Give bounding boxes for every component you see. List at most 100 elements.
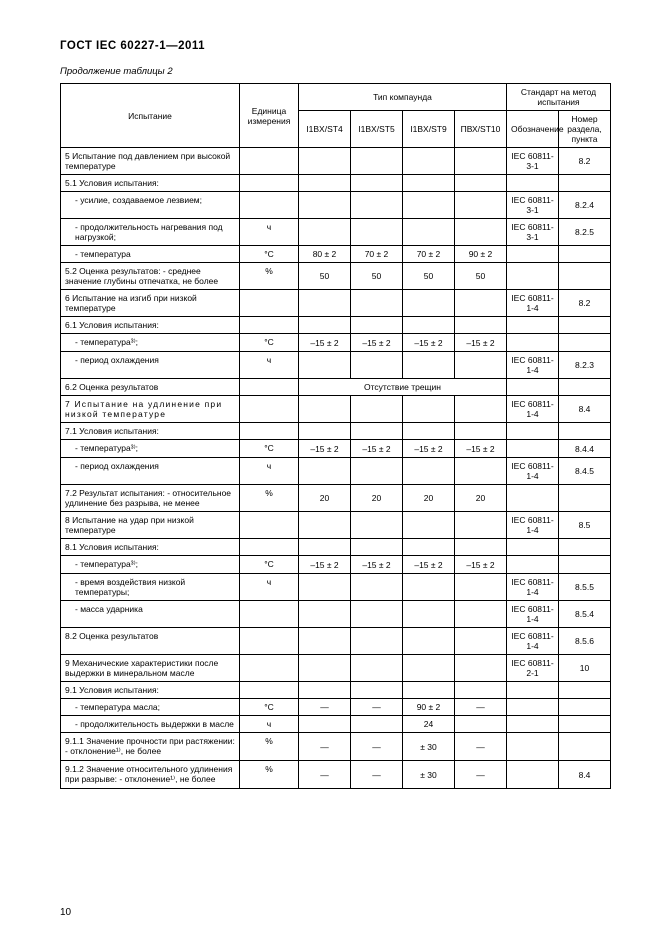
cell-test: - температура³⁾; bbox=[61, 334, 240, 352]
cell-clause: 8.4.5 bbox=[559, 458, 611, 485]
cell-value bbox=[455, 601, 507, 628]
cell-test: 6.2 Оценка результатов bbox=[61, 379, 240, 396]
cell-test: - температура bbox=[61, 246, 240, 263]
col-header-clause: Номер раздела, пункта bbox=[559, 111, 611, 148]
cell-test: 8 Испытание на удар при низкой температу… bbox=[61, 512, 240, 539]
document-title: ГОСТ IEC 60227-1—2011 bbox=[60, 40, 611, 52]
cell-value bbox=[299, 175, 351, 192]
cell-value bbox=[403, 192, 455, 219]
cell-clause bbox=[559, 716, 611, 733]
cell-value bbox=[351, 317, 403, 334]
cell-value bbox=[455, 574, 507, 601]
table-row: 7 Испытание на удлинение при низкой темп… bbox=[61, 396, 611, 423]
table-body: 5 Испытание под давлением при высокой те… bbox=[61, 148, 611, 789]
cell-test: - период охлаждения bbox=[61, 352, 240, 379]
cell-value bbox=[299, 148, 351, 175]
cell-standard bbox=[507, 761, 559, 789]
cell-value bbox=[351, 175, 403, 192]
cell-test: 7.2 Результат испытания: - относительное… bbox=[61, 485, 240, 512]
cell-value: — bbox=[351, 699, 403, 716]
cell-test: - масса ударника bbox=[61, 601, 240, 628]
cell-clause bbox=[559, 423, 611, 440]
cell-clause: 8.2 bbox=[559, 290, 611, 317]
cell-unit bbox=[240, 396, 299, 423]
cell-clause bbox=[559, 263, 611, 290]
cell-clause bbox=[559, 485, 611, 512]
cell-value: 20 bbox=[351, 485, 403, 512]
cell-value bbox=[403, 512, 455, 539]
cell-value bbox=[351, 192, 403, 219]
cell-value bbox=[455, 682, 507, 699]
cell-standard: IEC 60811-3-1 bbox=[507, 148, 559, 175]
cell-unit bbox=[240, 628, 299, 655]
cell-value bbox=[455, 512, 507, 539]
cell-value: — bbox=[455, 733, 507, 761]
table-row: - время воздействия низкой температуры;ч… bbox=[61, 574, 611, 601]
cell-unit: °С bbox=[240, 334, 299, 352]
cell-test: 7 Испытание на удлинение при низкой темп… bbox=[61, 396, 240, 423]
cell-standard: IEC 60811-2-1 bbox=[507, 655, 559, 682]
cell-value bbox=[351, 290, 403, 317]
cell-unit bbox=[240, 539, 299, 556]
cell-unit: % bbox=[240, 761, 299, 789]
cell-test: 8.2 Оценка результатов bbox=[61, 628, 240, 655]
cell-value: 90 ± 2 bbox=[403, 699, 455, 716]
table-row: - масса ударникаIEC 60811-1-48.5.4 bbox=[61, 601, 611, 628]
cell-unit: °С bbox=[240, 556, 299, 574]
cell-value bbox=[299, 716, 351, 733]
cell-value bbox=[455, 396, 507, 423]
cell-value bbox=[351, 219, 403, 246]
cell-standard bbox=[507, 263, 559, 290]
cell-standard bbox=[507, 539, 559, 556]
cell-test: - температура масла; bbox=[61, 699, 240, 716]
cell-unit: °С bbox=[240, 699, 299, 716]
cell-value bbox=[351, 396, 403, 423]
cell-value: –15 ± 2 bbox=[351, 556, 403, 574]
cell-value bbox=[403, 601, 455, 628]
cell-value: –15 ± 2 bbox=[403, 556, 455, 574]
table-row: 9.1.2 Значение относительного удлинения … bbox=[61, 761, 611, 789]
cell-value bbox=[299, 539, 351, 556]
cell-value bbox=[455, 148, 507, 175]
cell-test: 5.2 Оценка результатов: - среднее значен… bbox=[61, 263, 240, 290]
cell-test: 6 Испытание на изгиб при низкой температ… bbox=[61, 290, 240, 317]
cell-value bbox=[455, 539, 507, 556]
cell-value bbox=[455, 290, 507, 317]
col-header-unit: Единица измерения bbox=[240, 84, 299, 148]
cell-value bbox=[403, 574, 455, 601]
table-row: 9.1.1 Значение прочности при растяжении:… bbox=[61, 733, 611, 761]
cell-value bbox=[299, 423, 351, 440]
cell-test: - продолжительность нагревания под нагру… bbox=[61, 219, 240, 246]
cell-value bbox=[299, 352, 351, 379]
col-header-c3: I1BX/ST9 bbox=[403, 111, 455, 148]
cell-unit bbox=[240, 601, 299, 628]
table-row: - температура°С80 ± 270 ± 270 ± 290 ± 2 bbox=[61, 246, 611, 263]
cell-value: 90 ± 2 bbox=[455, 246, 507, 263]
cell-value bbox=[299, 458, 351, 485]
cell-clause bbox=[559, 539, 611, 556]
cell-unit bbox=[240, 175, 299, 192]
cell-unit: ч bbox=[240, 716, 299, 733]
cell-test: - температура³⁾; bbox=[61, 556, 240, 574]
cell-value bbox=[351, 458, 403, 485]
cell-test: - температура³⁾; bbox=[61, 440, 240, 458]
table-row: - температура³⁾;°С–15 ± 2–15 ± 2–15 ± 2–… bbox=[61, 556, 611, 574]
cell-value bbox=[455, 655, 507, 682]
cell-value: — bbox=[351, 733, 403, 761]
cell-value bbox=[455, 175, 507, 192]
cell-value bbox=[403, 458, 455, 485]
cell-value: ± 30 bbox=[403, 761, 455, 789]
cell-value: –15 ± 2 bbox=[403, 440, 455, 458]
cell-value: 70 ± 2 bbox=[351, 246, 403, 263]
cell-value bbox=[351, 512, 403, 539]
cell-value bbox=[403, 175, 455, 192]
cell-value: 50 bbox=[351, 263, 403, 290]
cell-standard: IEC 60811-1-4 bbox=[507, 512, 559, 539]
cell-test: - продолжительность выдержки в масле bbox=[61, 716, 240, 733]
cell-value: –15 ± 2 bbox=[455, 334, 507, 352]
cell-unit bbox=[240, 682, 299, 699]
cell-value bbox=[351, 628, 403, 655]
cell-value bbox=[299, 574, 351, 601]
page-number: 10 bbox=[60, 907, 71, 918]
cell-unit bbox=[240, 290, 299, 317]
